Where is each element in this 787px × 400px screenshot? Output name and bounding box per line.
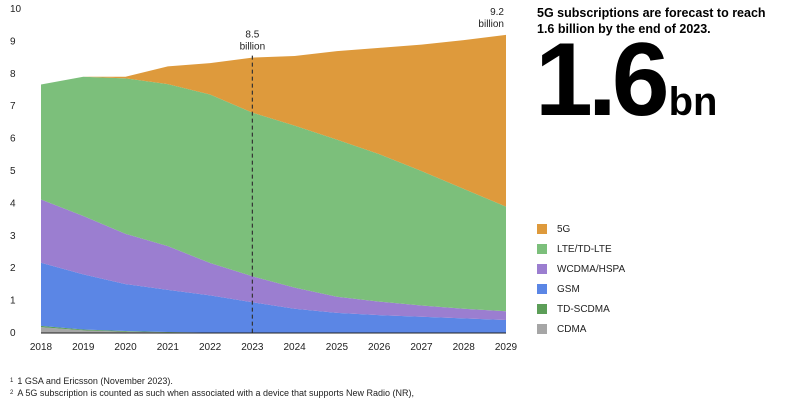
y-tick-label: 8: [10, 69, 16, 80]
x-tick-label: 2028: [453, 342, 476, 353]
y-tick-label: 3: [10, 231, 16, 242]
x-tick-label: 2021: [157, 342, 180, 353]
area-wcdma-hspa: [41, 199, 506, 321]
legend-swatch: [537, 324, 547, 334]
area-cdma: [41, 327, 506, 333]
x-tick-label: 2020: [114, 342, 137, 353]
legend-item: WCDMA/HSPA: [537, 259, 625, 279]
legend-label: CDMA: [557, 323, 587, 335]
legend-label: 5G: [557, 223, 571, 235]
x-tick-label: 2029: [495, 342, 518, 353]
legend-label: WCDMA/HSPA: [557, 263, 626, 275]
y-tick-label: 4: [10, 198, 16, 209]
footnote-marker: 2: [10, 390, 14, 396]
x-tick-label: 2019: [72, 342, 95, 353]
y-tick-label: 6: [10, 134, 16, 145]
big-stat: 1.6 bn: [535, 28, 717, 132]
legend-item: TD-SCDMA: [537, 299, 625, 319]
annotation-label: 9.2: [490, 7, 504, 18]
legend-swatch: [537, 304, 547, 314]
legend-item: GSM: [537, 279, 625, 299]
annotation-label: billion: [478, 19, 504, 30]
legend-item: CDMA: [537, 319, 625, 339]
y-tick-label: 5: [10, 166, 16, 177]
legend-swatch: [537, 284, 547, 294]
y-tick-label: 0: [10, 328, 16, 339]
legend-swatch: [537, 264, 547, 274]
x-tick-label: 2018: [30, 342, 53, 353]
legend-label: TD-SCDMA: [557, 303, 610, 315]
legend-label: LTE/TD-LTE: [557, 243, 612, 255]
axis-layer: 0 1 2 3 4 5 6 7 8 9 10 2018 2019 2020 2021 2022 2023 2024…: [10, 4, 518, 353]
area-5g: [41, 34, 506, 207]
y-tick-label: 10: [10, 4, 22, 15]
big-stat-number: 1.6: [535, 22, 670, 138]
legend-swatch: [537, 244, 547, 254]
legend: 5G LTE/TD-LTE WCDMA/HSPA GSM TD-SCDMA CDMA: [537, 219, 625, 339]
x-tick-label: 2027: [410, 342, 433, 353]
y-tick-label: 1: [10, 296, 16, 307]
footnote-text: 1 GSA and Ericsson (November 2023).: [17, 376, 173, 386]
y-tick-label: 7: [10, 101, 16, 112]
x-tick-label: 2023: [241, 342, 264, 353]
area-layer: [41, 34, 506, 333]
x-tick-label: 2026: [368, 342, 391, 353]
legend-item: 5G: [537, 219, 625, 239]
footnote-marker: 1: [10, 378, 14, 384]
x-tick-label: 2025: [326, 342, 349, 353]
legend-label: GSM: [557, 283, 580, 295]
area-lte-td-lte: [41, 76, 506, 312]
y-tick-label: 9: [10, 36, 16, 47]
x-tick-label: 2022: [199, 342, 222, 353]
annotation-label: billion: [240, 42, 266, 53]
legend-swatch: [537, 224, 547, 234]
area-gsm: [41, 262, 506, 333]
big-stat-unit: bn: [668, 80, 718, 124]
annotation-label: 8.5: [245, 30, 259, 41]
headline: 5G subscriptions are forecast to reach 1…: [537, 6, 766, 36]
x-tick-label: 2024: [284, 342, 307, 353]
footnote-text: A 5G subscription is counted as such whe…: [17, 388, 415, 398]
legend-item: LTE/TD-LTE: [537, 239, 625, 259]
y-tick-label: 2: [10, 263, 16, 274]
